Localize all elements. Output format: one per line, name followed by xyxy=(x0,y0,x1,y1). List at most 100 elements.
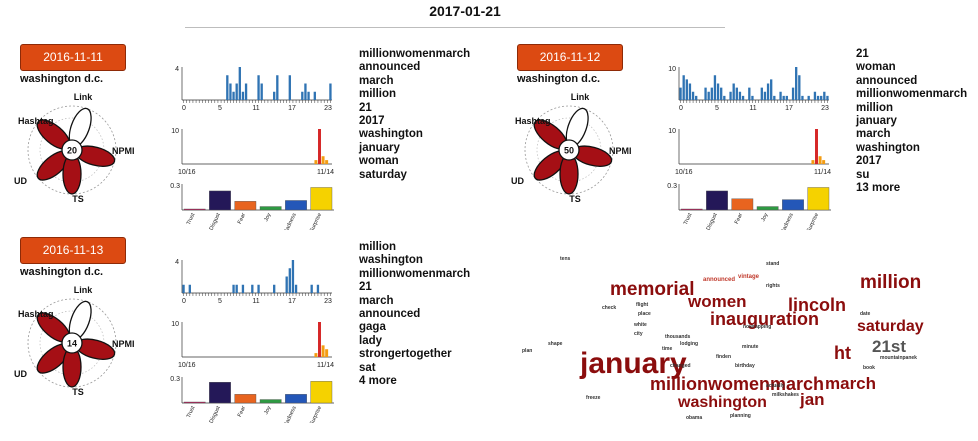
emotion-ymax-label: 0.3 xyxy=(667,183,677,190)
glyph-label-ts: TS xyxy=(72,387,84,397)
hourly-x-tick-label: 23 xyxy=(324,298,332,305)
emotion-category-label: Disgust xyxy=(706,212,719,230)
timeline-chart: 10 10/16 11/14 xyxy=(668,128,831,176)
timeline-bar xyxy=(318,129,321,164)
hourly-x-tick-label: 0 xyxy=(182,105,186,112)
hourly-chart: 4 0 5 11 17 23 xyxy=(175,259,332,305)
hourly-bar xyxy=(795,67,798,100)
timeline-bar xyxy=(314,160,318,164)
emotion-category-label: Surprise xyxy=(309,405,323,423)
glyph-label-hashtag: Hashtag xyxy=(18,309,54,319)
hourly-x-tick-label: 17 xyxy=(288,298,296,305)
hourly-bar xyxy=(188,284,191,293)
hourly-bar xyxy=(695,95,698,100)
emotion-category-label: Joy xyxy=(263,212,272,223)
top-word: announced xyxy=(359,308,421,321)
emotion-bar-fear xyxy=(731,198,754,211)
emotion-bar-sadness xyxy=(285,394,307,404)
emotion-bar-trust xyxy=(183,208,206,211)
cloud-word: announced xyxy=(703,277,735,283)
hourly-x-tick-label: 5 xyxy=(715,105,719,112)
emotion-bar-chart: 0.3 Trust Disgust Fear Joy Sadness Surprise xyxy=(170,183,334,230)
timeline-chart: 10 10/16 11/14 xyxy=(171,128,334,176)
emotion-bar-chart: 0.3 Trust Disgust Fear Joy Sadness Surprise xyxy=(170,376,334,423)
emotion-bar-trust xyxy=(680,208,703,211)
glyph-label-npmi: NPMI xyxy=(112,339,135,349)
emotion-bar-joy xyxy=(259,399,282,404)
hourly-bar xyxy=(257,284,260,293)
cloud-word: freeze xyxy=(586,395,601,401)
timeline-ymax-label: 10 xyxy=(171,128,179,135)
top-word: 2017 xyxy=(359,115,385,128)
top-word: march xyxy=(359,294,394,307)
top-word: millionwomenmarch xyxy=(856,88,968,101)
hourly-bar xyxy=(685,79,688,100)
cloud-word: mountainpanek xyxy=(880,355,917,361)
cloud-word: january xyxy=(579,347,687,380)
emotion-category-label: Sadness xyxy=(283,212,298,230)
hourly-x-tick-label: 23 xyxy=(324,105,332,112)
top-word: gaga xyxy=(359,321,386,334)
glyph-count: 50 xyxy=(564,146,574,156)
top-word: january xyxy=(359,141,400,154)
hourly-x-tick-label: 17 xyxy=(785,105,793,112)
hourly-bar xyxy=(826,95,829,100)
hourly-bar xyxy=(291,260,295,293)
emotion-bar-sadness xyxy=(782,199,804,211)
top-word: million xyxy=(856,101,894,114)
emotion-category-label: Fear xyxy=(237,405,247,418)
hourly-bar xyxy=(713,75,717,100)
hourly-bar xyxy=(316,284,320,293)
cloud-word: white xyxy=(633,322,647,328)
hourly-bar xyxy=(304,83,307,100)
top-word: washington xyxy=(856,141,920,154)
cloud-word: finden xyxy=(716,354,731,360)
hourly-bar xyxy=(748,87,751,100)
hourly-bar xyxy=(241,91,245,100)
emotion-category-label: Surprise xyxy=(806,212,820,230)
emotion-category-label: Joy xyxy=(263,405,272,416)
emotion-bar-sadness xyxy=(285,200,307,211)
hourly-bar xyxy=(251,284,254,293)
hourly-bar xyxy=(288,268,291,293)
emotion-bar-disgust xyxy=(706,190,728,211)
hourly-bar xyxy=(798,75,801,100)
hourly-bar xyxy=(238,67,241,100)
timeline-start-label: 10/16 xyxy=(178,362,196,369)
glyph-label-npmi: NPMI xyxy=(112,146,135,156)
hourly-bar xyxy=(257,75,260,100)
top-word: su xyxy=(856,168,870,181)
location-label: washington d.c. xyxy=(20,266,104,278)
top-word: march xyxy=(856,128,891,141)
cloud-word: birthday xyxy=(735,363,755,369)
glyph-center xyxy=(558,139,580,161)
hourly-bar xyxy=(773,95,776,100)
hourly-bar xyxy=(273,284,276,293)
emotion-bar-surprise xyxy=(807,187,830,211)
hourly-x-tick-label: 5 xyxy=(218,105,222,112)
glyph-label-link: Link xyxy=(74,92,93,102)
hourly-chart: 4 0 5 11 17 23 xyxy=(175,66,332,112)
feature-glyph: 14 Link Hashtag NPMI UD TS xyxy=(14,285,135,397)
emotion-category-label: Surprise xyxy=(309,212,323,230)
timeline-bar xyxy=(318,322,321,357)
date-badge: 2016-11-11 xyxy=(20,44,126,71)
glyph-count: 14 xyxy=(67,339,77,349)
hourly-bar xyxy=(785,95,788,100)
emotion-category-label: Disgust xyxy=(209,405,222,423)
cloud-word: millionwomenmarch xyxy=(650,374,824,394)
hourly-x-tick-label: 0 xyxy=(182,298,186,305)
cloud-word: plan xyxy=(522,348,532,354)
emotion-category-label: Fear xyxy=(734,212,744,225)
hourly-bar xyxy=(716,83,720,100)
hourly-bar xyxy=(816,95,820,100)
cloud-word: thousands xyxy=(665,334,690,340)
hourly-bar xyxy=(801,95,804,100)
hourly-bar xyxy=(688,83,692,100)
date-badge: 2016-11-12 xyxy=(517,44,623,71)
hourly-bar xyxy=(704,87,707,100)
hourly-bar xyxy=(732,83,735,100)
timeline-bar xyxy=(325,160,329,164)
hourly-bar xyxy=(723,95,726,100)
glyph-center xyxy=(61,139,83,161)
